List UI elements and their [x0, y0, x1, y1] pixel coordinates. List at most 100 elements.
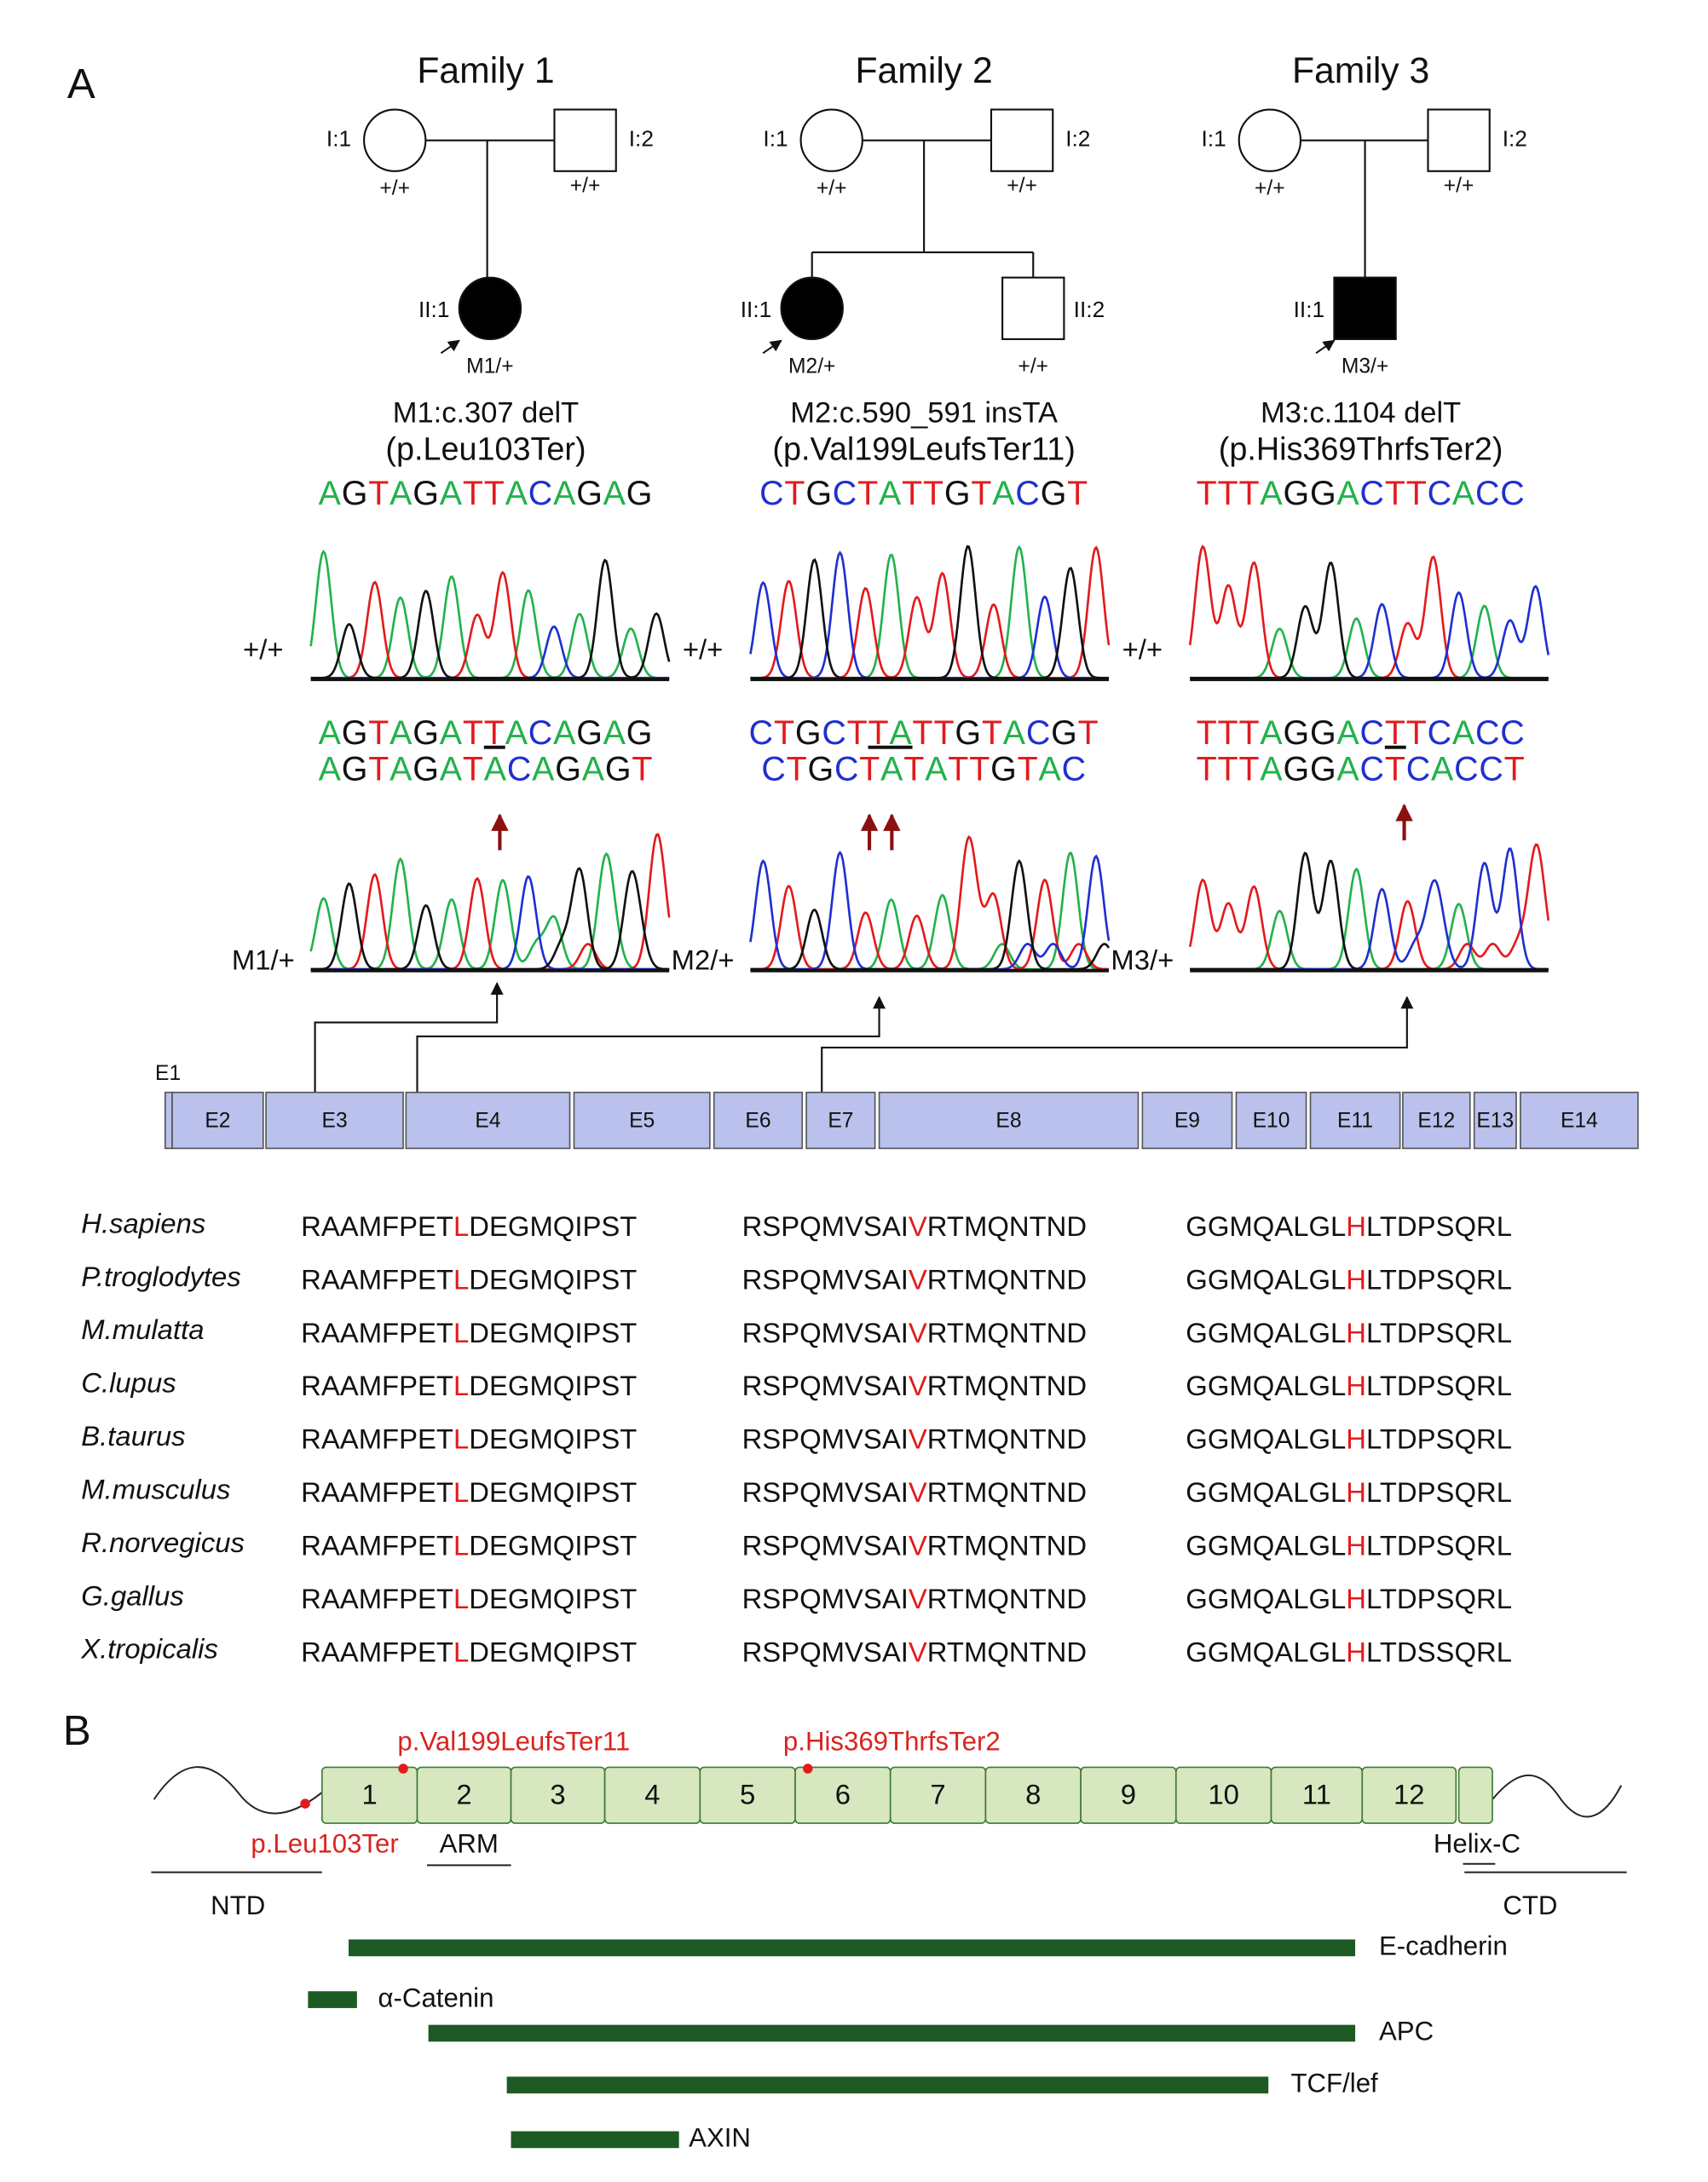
trace-label: +/+ [683, 633, 723, 665]
base: T [1218, 714, 1239, 752]
aligned-sequence: GGMQALGLHLTDPSQRL [1186, 1316, 1512, 1348]
base: G [1283, 751, 1309, 788]
species: B.taurus [81, 1420, 185, 1452]
genotype: +/+ [379, 177, 410, 200]
family-title: Family 2 [855, 50, 992, 91]
genotype: +/+ [1255, 177, 1285, 200]
repeat-number: 1 [362, 1779, 378, 1810]
repeat-number: 5 [740, 1779, 755, 1810]
base: A [925, 751, 948, 788]
exon-label: E11 [1337, 1110, 1373, 1133]
member-label: I:2 [1065, 126, 1090, 152]
repeat-number: 6 [835, 1779, 851, 1810]
individual [553, 108, 617, 172]
member-label: II:1 [418, 297, 450, 322]
sequence-part: T [1385, 714, 1406, 752]
residue-after: LTDSSQRL [1366, 1636, 1512, 1667]
base: A [1260, 475, 1283, 512]
family-title: Family 3 [1292, 50, 1429, 91]
family-title: Family 1 [417, 50, 554, 91]
individual [363, 108, 427, 172]
base: A [1431, 751, 1454, 788]
base: G [955, 714, 981, 752]
member-label: I:1 [1202, 126, 1226, 152]
panel-label: B [63, 1707, 91, 1754]
sequence-part: CTGCT [749, 714, 868, 752]
base: G [805, 475, 832, 512]
member-label: I:2 [1503, 126, 1527, 152]
binding-region [511, 2131, 679, 2149]
wt-sequence: CTGCTTATTGTACGT [749, 714, 1099, 752]
residue-before: GGMQALGL [1186, 1263, 1346, 1295]
exon [1141, 1091, 1233, 1150]
residue-after: RTMQNTND [927, 1316, 1087, 1348]
mutation-site [398, 1763, 408, 1774]
base: C [1428, 475, 1452, 512]
residue-site: V [909, 1476, 927, 1508]
base: T [969, 751, 990, 788]
sequence-part: TCACC [1406, 714, 1526, 752]
base: T [787, 751, 808, 788]
residue-site: L [453, 1529, 469, 1561]
individual [990, 108, 1054, 172]
base: C [507, 751, 532, 788]
base: T [1385, 475, 1406, 512]
base: C [761, 751, 786, 788]
individual [1001, 276, 1065, 340]
base: A [1452, 714, 1475, 752]
residue-site: V [909, 1210, 927, 1242]
base: A [389, 475, 413, 512]
trace [750, 851, 1109, 971]
sequence-part: TA [868, 714, 913, 752]
base: C [1360, 475, 1385, 512]
base: A [484, 751, 507, 788]
residue-before: RAAMFPET [301, 1636, 453, 1667]
member-label: II:1 [1294, 297, 1325, 322]
base: T [903, 751, 925, 788]
genotype: +/+ [816, 177, 847, 200]
mutant-sequence: CTGCTATATTGTAC [761, 751, 1087, 788]
base: C [1360, 751, 1385, 788]
aligned-sequence: RSPQMVSAIVRTMQNTND [742, 1423, 1088, 1454]
exon-label: E8 [995, 1110, 1021, 1133]
mutation: M3:c.1104 delT [1261, 397, 1461, 430]
base: A [440, 714, 463, 752]
base: G [555, 751, 581, 788]
member-label: II:2 [1074, 297, 1105, 322]
mutation-label: p.Leu103Ter [251, 1829, 398, 1859]
exon [805, 1091, 876, 1150]
base: G [342, 751, 368, 788]
exon-label: E5 [629, 1110, 655, 1133]
residue-after: LTDPSQRL [1366, 1529, 1512, 1561]
base: C [1062, 751, 1087, 788]
residue-site: L [453, 1583, 469, 1614]
base: C [1428, 714, 1452, 752]
base: T [463, 751, 484, 788]
base: A [603, 475, 626, 512]
residue-before: RSPQMVSAI [742, 1263, 909, 1295]
residue-site: V [909, 1316, 927, 1348]
base: T [784, 475, 805, 512]
residue-site: H [1346, 1370, 1366, 1401]
species: H.sapiens [81, 1207, 205, 1238]
base: T [948, 751, 969, 788]
species: M.musculus [81, 1473, 230, 1504]
base: G [342, 475, 368, 512]
trace [750, 834, 1109, 971]
mutation-site [803, 1763, 813, 1774]
exon-label: E4 [475, 1110, 500, 1133]
residue-after: DEGMQIPST [469, 1423, 637, 1454]
residue-after: DEGMQIPST [469, 1636, 637, 1667]
genotype: M1/+ [466, 355, 513, 378]
protein-change: (p.Val199LeufsTer11) [772, 431, 1076, 467]
mutation: M2:c.590_591 insTA [790, 397, 1058, 430]
base: G [1283, 714, 1309, 752]
sequence-part: T [484, 714, 505, 752]
aligned-sequence: GGMQALGLHLTDPSQRL [1186, 1476, 1512, 1508]
exon [171, 1091, 264, 1150]
helix-c [1457, 1766, 1493, 1824]
residue-after: RTMQNTND [927, 1529, 1087, 1561]
base: C [1479, 751, 1503, 788]
residue-before: RAAMFPET [301, 1316, 453, 1348]
